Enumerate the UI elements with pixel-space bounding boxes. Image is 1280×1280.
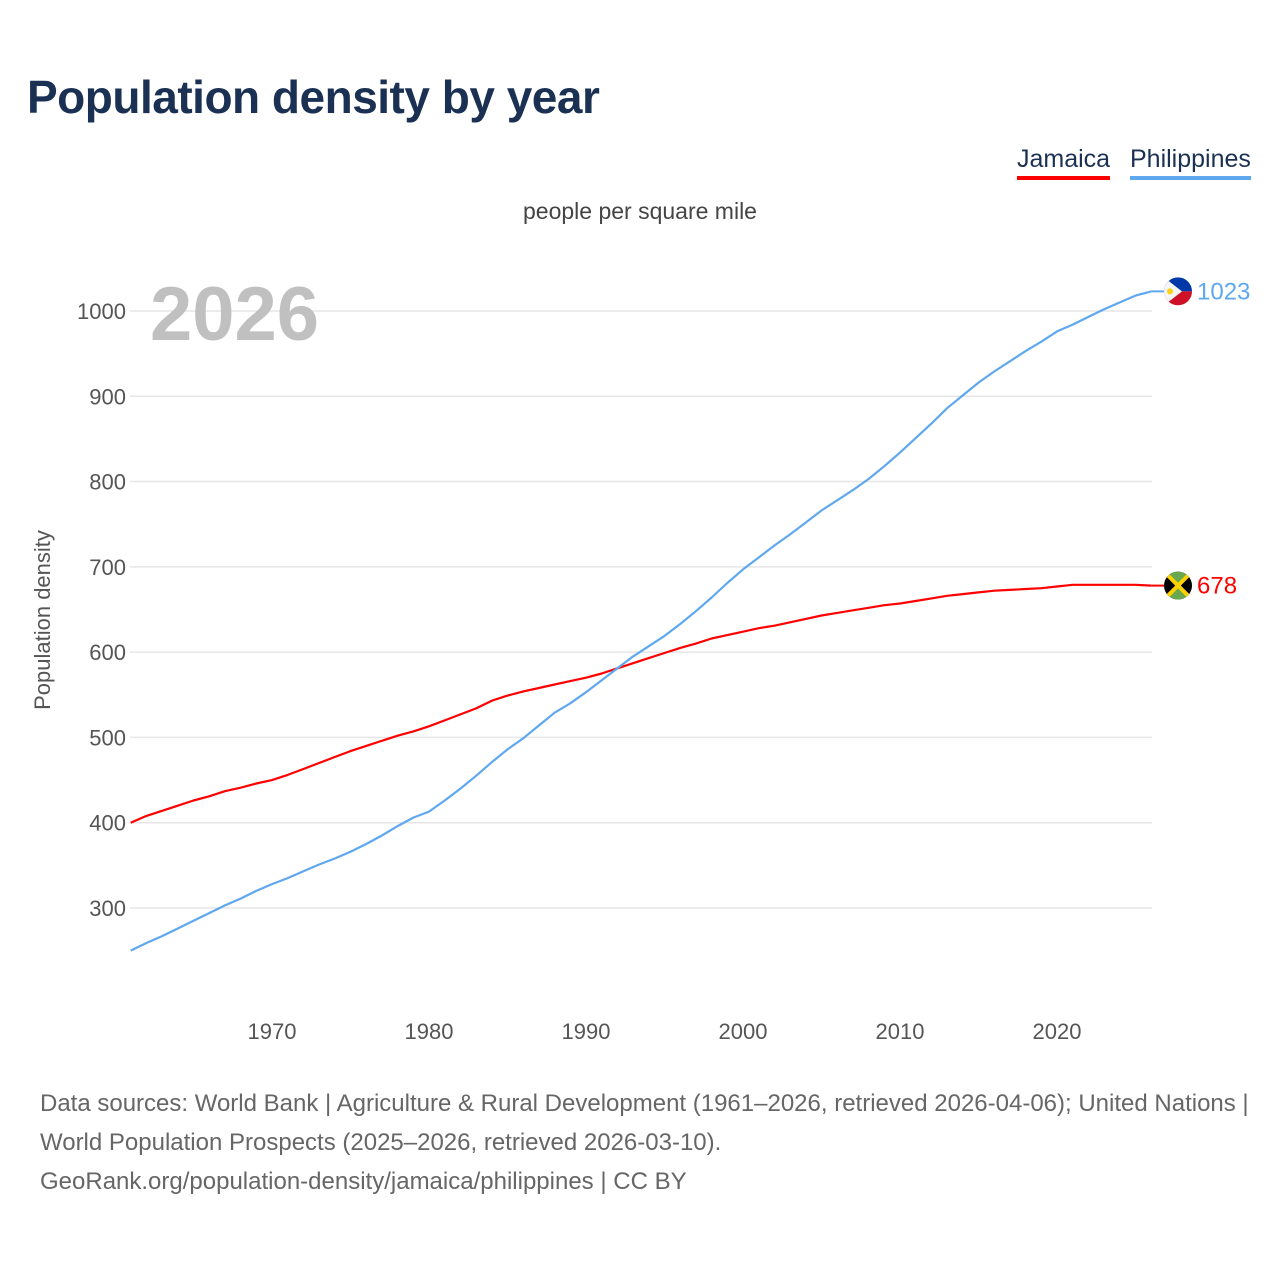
x-tick-label: 2020 [1033,1019,1082,1044]
y-tick-label: 300 [89,896,126,921]
legend-philippines[interactable]: Philippines [1130,145,1251,180]
legend-jamaica[interactable]: Jamaica [1017,145,1111,180]
chart-title: Population density by year [27,71,600,123]
sources-text: Data sources: World Bank | Agriculture &… [40,1090,1249,1156]
series-line-philippines [130,290,1152,952]
y-tick-label: 900 [89,384,126,409]
end-value-label: 678 [1197,573,1237,600]
x-tick-label: 1990 [562,1019,611,1044]
y-tick-label: 600 [89,640,126,665]
x-tick-label: 2010 [876,1019,925,1044]
end-value-label: 1023 [1197,278,1250,305]
jamaica-flag-icon [1164,571,1192,600]
series-line-jamaica [130,583,1152,824]
y-tick-label: 400 [89,811,126,836]
data-sources: Data sources: World Bank | Agriculture &… [40,1084,1250,1201]
y-tick-label: 500 [89,725,126,750]
y-tick-label: 1000 [77,299,126,324]
x-tick-label: 2000 [719,1019,768,1044]
source-link[interactable]: GeoRank.org/population-density/jamaica/p… [40,1168,687,1195]
x-tick-label: 1970 [248,1019,297,1044]
x-tick-label: 1980 [405,1019,454,1044]
y-tick-label: 800 [89,470,126,495]
chart-subtitle: people per square mile [523,198,757,224]
y-tick-label: 700 [89,555,126,580]
year-watermark: 2026 [150,272,319,357]
philippines-flag-icon [1164,277,1192,306]
y-axis-label: Population density [30,530,55,710]
